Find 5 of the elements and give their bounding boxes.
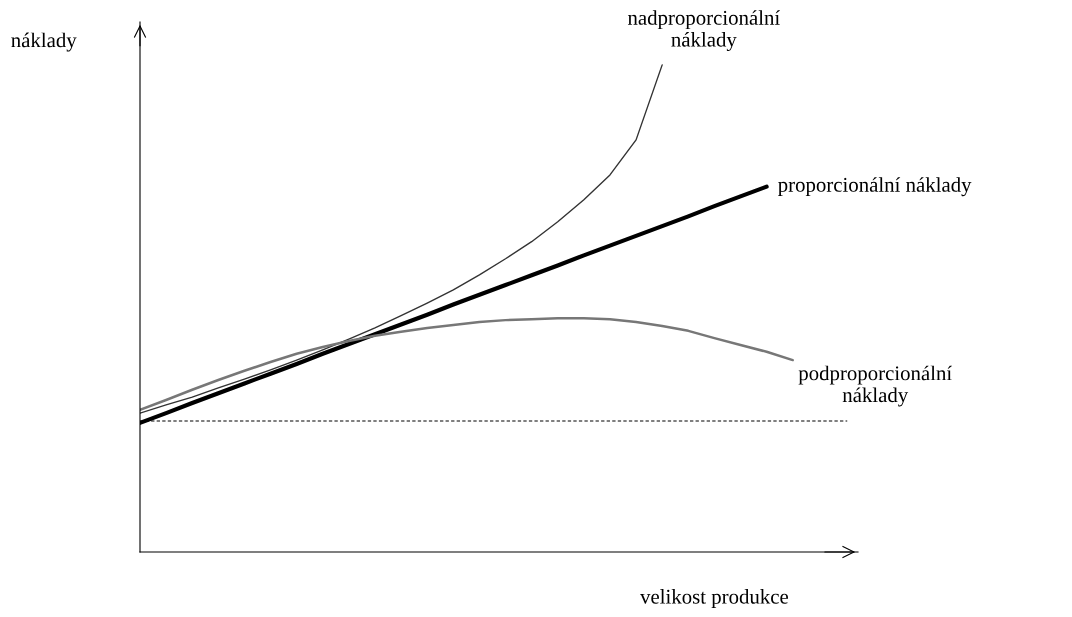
x-axis-title: velikost produkce xyxy=(640,589,789,608)
y-axis-title: náklady xyxy=(11,32,77,52)
series-label: podproporcionální náklady xyxy=(798,365,952,407)
series-label: nadproporcionální náklady xyxy=(627,10,780,51)
series-label: proporcionální náklady xyxy=(778,177,972,197)
